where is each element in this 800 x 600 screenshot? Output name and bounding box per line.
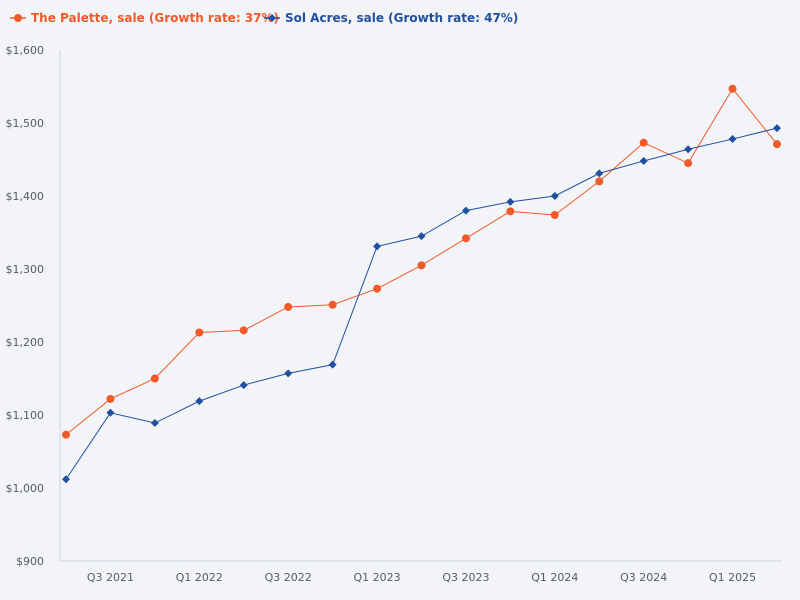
data-point[interactable] (62, 430, 70, 439)
data-point[interactable] (417, 261, 426, 270)
y-tick-label: $1,300 (6, 263, 45, 276)
data-point[interactable] (284, 302, 293, 311)
data-point[interactable] (639, 138, 648, 147)
data-point[interactable] (150, 419, 159, 428)
series-line (65, 127, 778, 480)
y-tick-label: $1,600 (6, 44, 45, 57)
data-point[interactable] (106, 394, 115, 403)
data-point[interactable] (595, 169, 604, 178)
y-tick-label: $1,500 (6, 117, 45, 130)
x-axis: Q3 2021 Q1 2022 Q3 2022 Q1 2023 Q3 2023 Q1 20… (60, 560, 782, 584)
data-point[interactable] (239, 381, 248, 390)
data-point[interactable] (506, 207, 515, 216)
data-point[interactable] (684, 145, 693, 154)
data-point[interactable] (284, 369, 293, 378)
data-point[interactable] (195, 397, 204, 406)
legend: The Palette, sale (Growth rate: 37%) Sol … (10, 11, 518, 25)
data-point[interactable] (595, 177, 604, 186)
y-axis: $900 $1,000 $1,100 $1,200 $1,300 $1,400 $1,500… (6, 44, 61, 568)
data-point[interactable] (328, 300, 337, 309)
data-point[interactable] (373, 242, 382, 251)
y-tick-label: $900 (16, 555, 44, 568)
data-point[interactable] (150, 374, 159, 383)
x-tick-label: Q3 2024 (620, 571, 667, 584)
x-tick-label: Q1 2023 (353, 571, 400, 584)
x-tick-label: Q3 2023 (442, 571, 489, 584)
data-point[interactable] (684, 159, 693, 168)
data-point[interactable] (373, 284, 382, 293)
x-tick-label: Q3 2022 (265, 571, 312, 584)
x-tick-label: Q1 2025 (709, 571, 756, 584)
x-tick-label: Q1 2024 (531, 571, 578, 584)
series-1 (62, 84, 781, 439)
y-tick-label: $1,100 (6, 409, 45, 422)
data-point[interactable] (417, 232, 426, 241)
data-point[interactable] (639, 156, 648, 165)
data-point[interactable] (195, 328, 204, 337)
legend-item[interactable]: The Palette, sale (Growth rate: 37%) (10, 11, 279, 25)
legend-label: The Palette, sale (Growth rate: 37%) (31, 11, 279, 25)
series-layer (62, 84, 781, 484)
data-point[interactable] (106, 408, 115, 417)
data-point[interactable] (461, 234, 470, 243)
x-tick-label: Q3 2021 (87, 571, 134, 584)
legend-marker-icon (14, 14, 22, 22)
legend-label: Sol Acres, sale (Growth rate: 47%) (285, 11, 518, 25)
data-point[interactable] (328, 360, 337, 369)
data-point[interactable] (728, 135, 737, 144)
x-tick-label: Q1 2022 (176, 571, 223, 584)
data-point[interactable] (773, 124, 781, 133)
data-point[interactable] (728, 84, 737, 93)
series-2 (62, 124, 781, 484)
data-point[interactable] (239, 326, 248, 335)
data-point[interactable] (62, 475, 70, 484)
data-point[interactable] (550, 192, 559, 200)
data-point[interactable] (506, 197, 515, 206)
legend-item[interactable]: Sol Acres, sale (Growth rate: 47%) (264, 11, 518, 25)
data-point[interactable] (773, 140, 781, 149)
data-point[interactable] (461, 206, 470, 215)
legend-marker-icon (268, 14, 276, 22)
data-point[interactable] (550, 210, 559, 219)
y-tick-label: $1,400 (6, 190, 45, 203)
y-tick-label: $1,000 (6, 482, 45, 495)
y-tick-label: $1,200 (6, 336, 45, 349)
